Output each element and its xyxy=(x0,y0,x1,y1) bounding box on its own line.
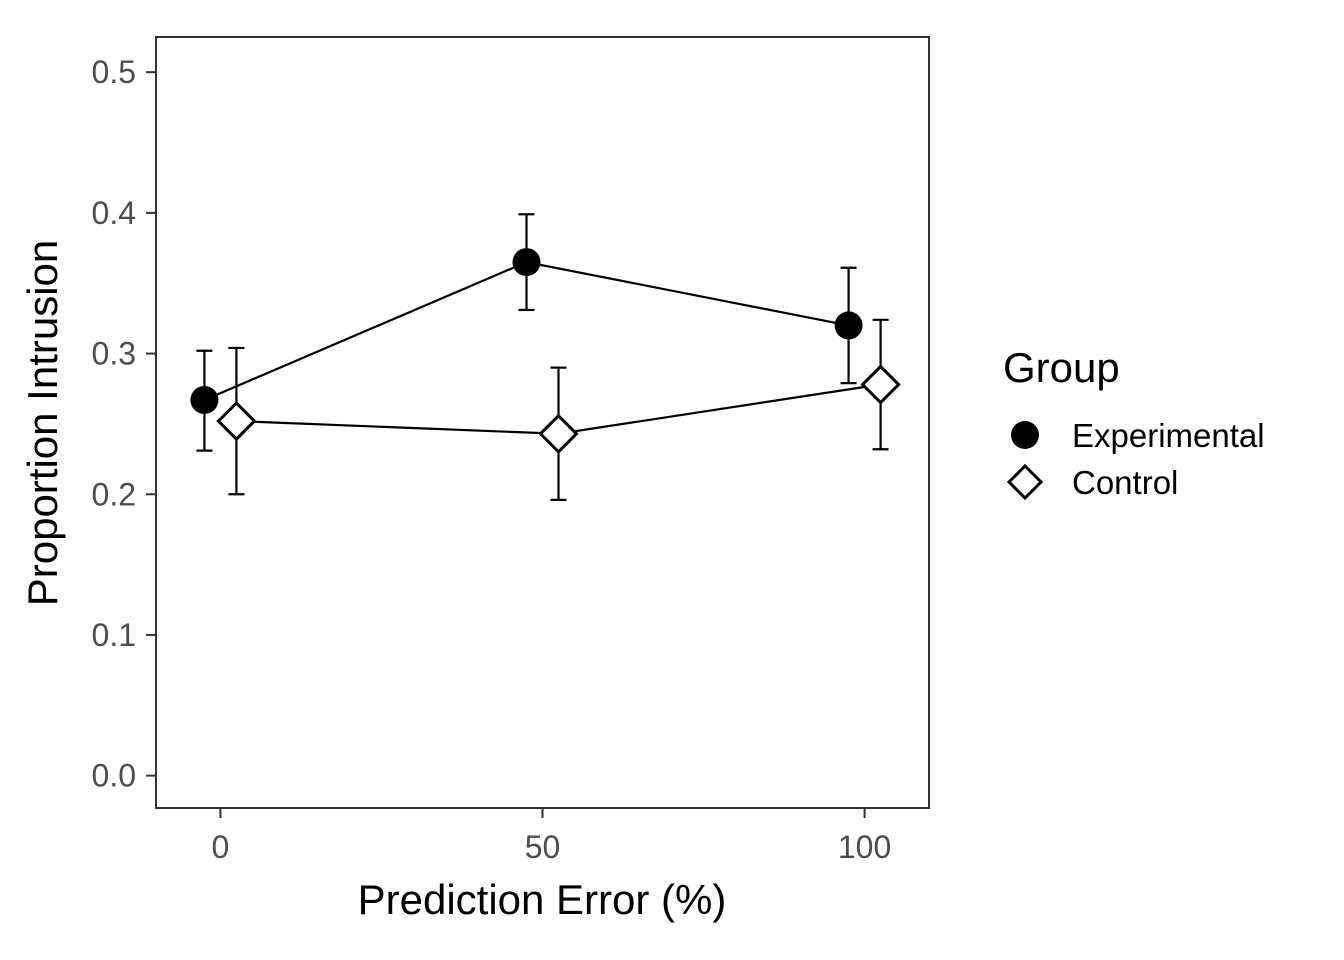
point-experimental xyxy=(512,248,541,277)
y-axis: 0.0 0.1 0.2 0.3 0.4 0.5 xyxy=(92,54,156,794)
x-tick-label: 0 xyxy=(212,829,230,865)
legend: Group Experimental Control xyxy=(1003,344,1265,501)
point-experimental xyxy=(834,311,863,340)
y-tick-label: 0.5 xyxy=(92,54,136,90)
x-axis: 0 50 100 xyxy=(212,808,891,865)
legend-key-experimental xyxy=(1011,421,1039,449)
y-axis-title: Proportion Intrusion xyxy=(19,240,66,607)
data-marks xyxy=(190,213,901,501)
x-tick-label: 100 xyxy=(838,829,891,865)
point-control xyxy=(860,364,901,405)
y-tick-label: 0.1 xyxy=(92,617,136,653)
point-experimental xyxy=(190,385,219,414)
legend-label-control: Control xyxy=(1072,464,1178,501)
y-tick-label: 0.3 xyxy=(92,336,136,372)
y-tick-label: 0.4 xyxy=(92,195,136,231)
point-control xyxy=(538,413,579,454)
point-control xyxy=(216,400,257,442)
y-tick-label: 0.2 xyxy=(92,476,136,512)
x-tick-label: 50 xyxy=(525,829,561,865)
legend-label-experimental: Experimental xyxy=(1072,417,1265,454)
y-tick-label: 0.0 xyxy=(92,758,136,794)
x-axis-title: Prediction Error (%) xyxy=(358,876,727,923)
legend-title: Group xyxy=(1003,344,1120,391)
legend-key-control xyxy=(1006,463,1044,501)
